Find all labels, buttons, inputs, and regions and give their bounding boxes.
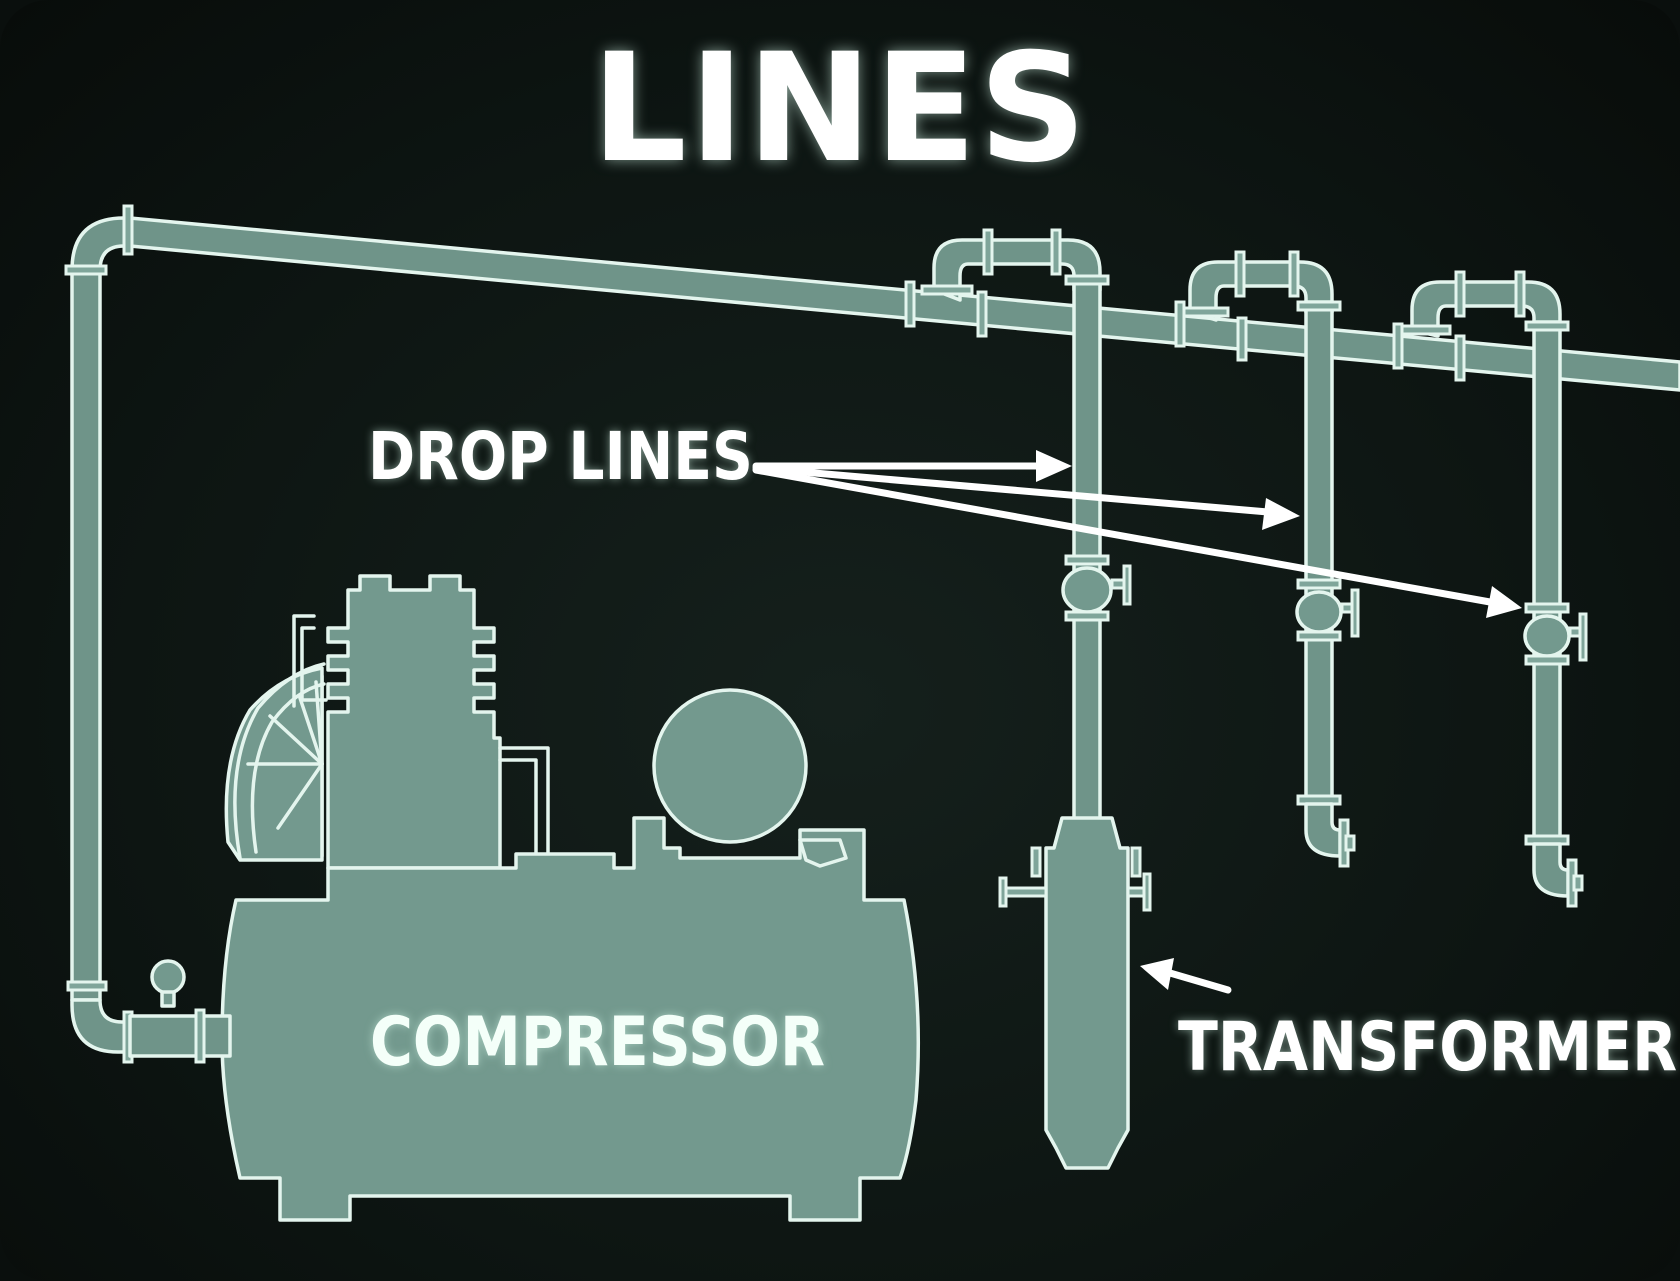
transformer-unit bbox=[998, 816, 1152, 1170]
transformer-label: TRANSFORMER bbox=[1178, 1008, 1678, 1087]
page-title: LINES bbox=[591, 22, 1089, 196]
transformer-arrow bbox=[1140, 958, 1232, 994]
drop-line-3 bbox=[1392, 270, 1588, 908]
compressor-unit bbox=[128, 574, 921, 1222]
drop-line-2 bbox=[1174, 250, 1360, 868]
drop-lines-arrows bbox=[752, 450, 1522, 618]
drop-line-1 bbox=[904, 228, 1132, 822]
drop-lines-label: DROP LINES bbox=[368, 418, 753, 495]
compressor-label: COMPRESSOR bbox=[370, 1003, 826, 1082]
